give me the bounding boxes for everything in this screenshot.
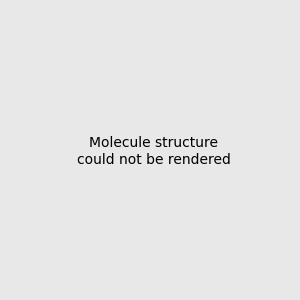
Text: Molecule structure
could not be rendered: Molecule structure could not be rendered <box>77 136 231 166</box>
